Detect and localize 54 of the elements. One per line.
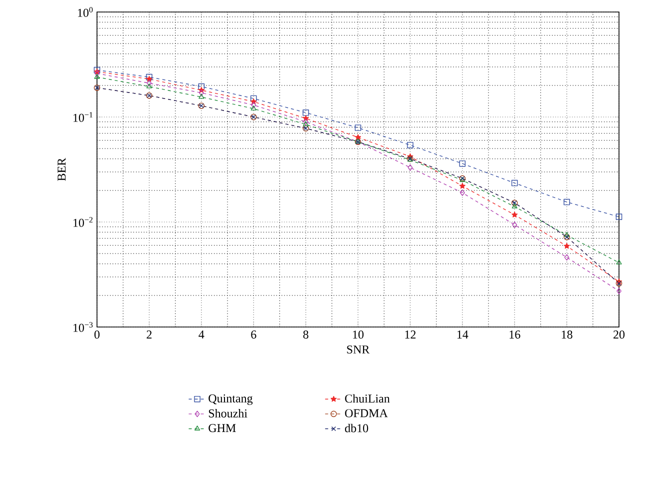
legend-label: db10: [345, 424, 368, 432]
x-tick-label: 4: [198, 330, 204, 338]
x-tick-label: 12: [405, 330, 416, 338]
x-tick-label: 8: [303, 330, 308, 339]
point: [198, 94, 204, 99]
point: [198, 90, 204, 96]
legend-label: Quintang: [208, 394, 253, 405]
point: [250, 95, 257, 102]
point: [250, 106, 256, 110]
y-tick-label: 10$^{−2}$: [74, 217, 93, 227]
point: [512, 212, 518, 218]
x-tick-label: 18: [562, 330, 572, 339]
point: [303, 121, 309, 126]
x-tick-label: 2: [146, 330, 152, 338]
legend-label: OFDMA: [345, 409, 388, 418]
y-tick-label: 10$^{0}$: [78, 7, 93, 17]
point: [354, 134, 362, 140]
x-tick-label: 0: [94, 330, 100, 339]
point: [146, 80, 152, 86]
x-tick-label: 14: [457, 330, 468, 338]
x-tick-label: 10: [353, 330, 364, 339]
point: [512, 222, 518, 228]
legend-label: Shouzhi: [208, 409, 248, 418]
y-tick-label: 10$^{−1}$: [74, 112, 92, 122]
point: [94, 70, 100, 77]
y-axis-title: BER: [58, 158, 66, 181]
point: [512, 204, 518, 208]
point: [459, 182, 466, 189]
x-tick-label: 20: [614, 330, 625, 339]
x-tick-label: 16: [510, 330, 520, 339]
point: [616, 288, 622, 294]
point: [408, 164, 413, 171]
point: [564, 198, 570, 206]
x-tick-label: 6: [251, 330, 256, 339]
point: [616, 260, 622, 264]
point: [302, 110, 309, 116]
point: [251, 102, 256, 108]
point: [146, 83, 152, 88]
point: [198, 83, 205, 90]
point: [511, 180, 518, 186]
x-axis-title: SNR: [347, 345, 370, 354]
point: [354, 124, 362, 131]
point: [564, 232, 570, 237]
point: [459, 160, 466, 167]
point: [94, 74, 100, 79]
legend-label: ChuiLian: [345, 394, 390, 403]
point: [303, 118, 308, 125]
point: [616, 214, 622, 220]
point: [564, 242, 570, 249]
point: [460, 190, 465, 196]
point: [407, 142, 414, 148]
y-tick-label: 10$^{−3}$: [74, 322, 93, 332]
legend-label: GHM: [208, 424, 236, 432]
point: [564, 254, 570, 261]
